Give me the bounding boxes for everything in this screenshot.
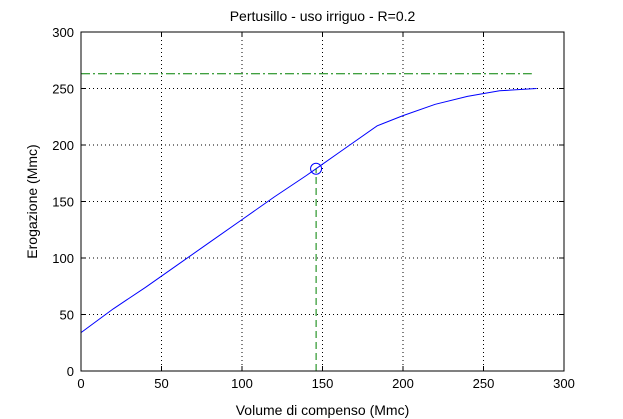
x-tick-label: 250: [473, 376, 495, 391]
y-tick-label: 250: [52, 82, 74, 97]
highlight-marker: [310, 162, 323, 175]
x-tick-label: 150: [312, 376, 334, 391]
grid: [81, 32, 564, 371]
series-group: [80, 73, 537, 371]
x-tick-label: 200: [392, 376, 414, 391]
y-tick-label: 0: [67, 364, 74, 379]
x-tick-label: 300: [553, 376, 575, 391]
y-tick-label: 200: [52, 138, 74, 153]
ticks: 0 50 100 150 200 250 300 0 50 100 150 200 250 300: [52, 25, 575, 391]
y-tick-label: 300: [52, 25, 74, 40]
y-axis-label: Erogazione (Mmc): [24, 144, 40, 258]
x-tick-label: 100: [231, 376, 253, 391]
chart-title: Pertusillo - uso irriguo - R=0.2: [230, 8, 416, 24]
x-tick-label: 0: [77, 376, 84, 391]
y-tick-label: 50: [60, 308, 74, 323]
y-tick-label: 100: [52, 251, 74, 266]
x-tick-label: 50: [154, 376, 168, 391]
x-axis-label: Volume di compenso (Mmc): [236, 402, 410, 418]
y-tick-label: 150: [52, 195, 74, 210]
